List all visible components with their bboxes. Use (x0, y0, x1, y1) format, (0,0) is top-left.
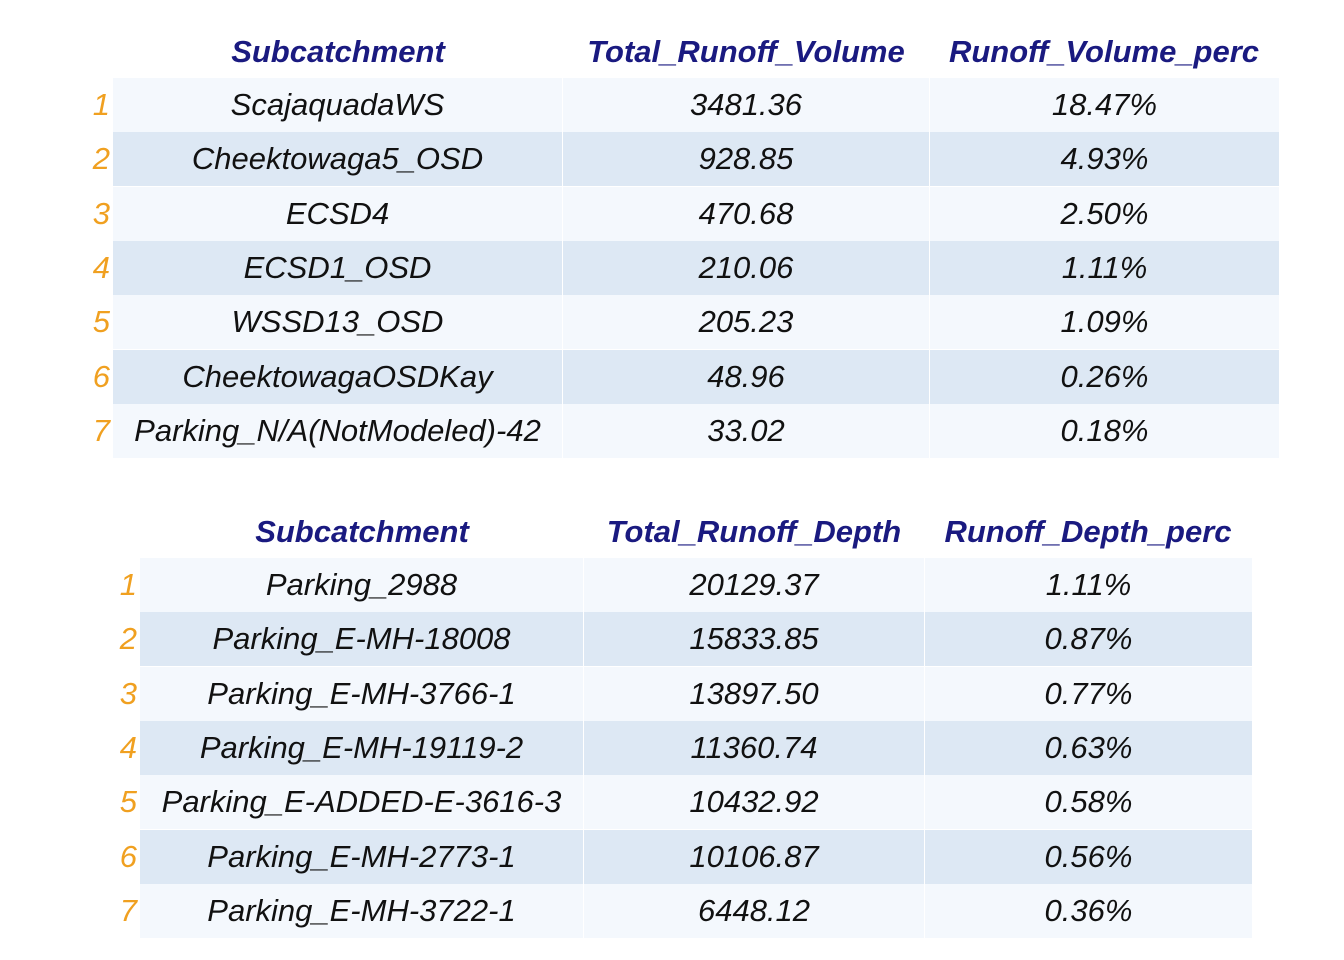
cell-perc: 4.93% (930, 132, 1279, 187)
cell-name: Parking_N/A(NotModeled)-42 (113, 403, 562, 458)
header-subcatchment: Subcatchment (255, 514, 469, 549)
cell-perc: 2.50% (930, 186, 1279, 241)
runoff-volume-table: Subcatchment Total_Runoff_Volume Runoff_… (0, 28, 1344, 458)
cell-name: ECSD4 (113, 186, 562, 241)
cell-perc: 18.47% (930, 78, 1279, 132)
cell-value: 10432.92 (584, 775, 924, 830)
row-index: 1 (92, 87, 110, 122)
row-index: 1 (119, 567, 137, 602)
cell-perc: 0.87% (925, 612, 1252, 667)
cell-value: 33.02 (563, 403, 929, 458)
cell-name: WSSD13_OSD (113, 295, 562, 350)
cell-perc: 0.36% (925, 883, 1252, 938)
row-index: 4 (92, 249, 110, 285)
header-subcatchment: Subcatchment (231, 34, 445, 69)
cell-name: Cheektowaga5_OSD (113, 132, 562, 187)
cell-name: Parking_E-ADDED-E-3616-3 (140, 775, 583, 830)
table-row: 2 Cheektowaga5_OSD 928.85 4.93% (0, 132, 1344, 187)
table-row: 5 Parking_E-ADDED-E-3616-3 10432.92 0.58% (0, 775, 1344, 830)
cell-perc: 1.11% (925, 558, 1252, 612)
cell-perc: 0.56% (925, 829, 1252, 884)
cell-perc: 0.26% (930, 349, 1279, 404)
row-index: 4 (119, 729, 137, 765)
cell-perc: 0.18% (930, 403, 1279, 458)
row-index: 6 (119, 838, 137, 874)
cell-value: 928.85 (563, 132, 929, 187)
cell-name: ECSD1_OSD (113, 240, 562, 295)
row-index: 6 (92, 358, 110, 394)
cell-perc: 0.58% (925, 775, 1252, 830)
table-row: 6 CheektowagaOSDKay 48.96 0.26% (0, 349, 1344, 404)
cell-name: ScajaquadaWS (113, 78, 562, 132)
row-index: 7 (119, 892, 137, 928)
cell-name: Parking_E-MH-19119-2 (140, 720, 583, 775)
row-index: 2 (92, 141, 110, 177)
cell-value: 10106.87 (584, 829, 924, 884)
header-total-runoff-volume: Total_Runoff_Volume (587, 34, 905, 69)
table-row: 1 Parking_2988 20129.37 1.11% (0, 558, 1344, 612)
row-index: 5 (119, 784, 137, 820)
cell-value: 205.23 (563, 295, 929, 350)
cell-name: Parking_E-MH-2773-1 (140, 829, 583, 884)
cell-value: 6448.12 (584, 883, 924, 938)
row-index: 5 (92, 304, 110, 340)
row-index: 3 (92, 195, 110, 231)
header-total-runoff-depth: Total_Runoff_Depth (606, 514, 902, 549)
table-row: 7 Parking_E-MH-3722-1 6448.12 0.36% (0, 883, 1344, 938)
cell-value: 470.68 (563, 186, 929, 241)
cell-perc: 0.77% (925, 666, 1252, 721)
cell-value: 3481.36 (563, 78, 929, 132)
cell-value: 15833.85 (584, 612, 924, 667)
header-runoff-volume-perc: Runoff_Volume_perc (948, 34, 1260, 69)
table-row: 1 ScajaquadaWS 3481.36 18.47% (0, 78, 1344, 132)
table-row: 6 Parking_E-MH-2773-1 10106.87 0.56% (0, 829, 1344, 884)
table-row: 4 Parking_E-MH-19119-2 11360.74 0.63% (0, 720, 1344, 775)
table-row: 2 Parking_E-MH-18008 15833.85 0.87% (0, 612, 1344, 667)
cell-value: 48.96 (563, 349, 929, 404)
table-row: 3 Parking_E-MH-3766-1 13897.50 0.77% (0, 666, 1344, 721)
row-index: 3 (119, 675, 137, 711)
cell-value: 11360.74 (584, 720, 924, 775)
table-row: 4 ECSD1_OSD 210.06 1.11% (0, 240, 1344, 295)
runoff-depth-table: Subcatchment Total_Runoff_Depth Runoff_D… (0, 508, 1344, 938)
row-index: 2 (119, 621, 137, 657)
cell-name: CheektowagaOSDKay (113, 349, 562, 404)
table-header: Subcatchment Total_Runoff_Depth Runoff_D… (0, 508, 1344, 556)
table-row: 3 ECSD4 470.68 2.50% (0, 186, 1344, 241)
table-header: Subcatchment Total_Runoff_Volume Runoff_… (0, 28, 1344, 76)
cell-name: Parking_2988 (140, 558, 583, 612)
header-runoff-depth-perc: Runoff_Depth_perc (944, 514, 1232, 549)
cell-name: Parking_E-MH-3766-1 (140, 666, 583, 721)
cell-name: Parking_E-MH-18008 (140, 612, 583, 667)
cell-perc: 1.09% (930, 295, 1279, 350)
cell-perc: 1.11% (930, 240, 1279, 295)
cell-value: 13897.50 (584, 666, 924, 721)
table-row: 5 WSSD13_OSD 205.23 1.09% (0, 295, 1344, 350)
table-row: 7 Parking_N/A(NotModeled)-42 33.02 0.18% (0, 403, 1344, 458)
cell-name: Parking_E-MH-3722-1 (140, 883, 583, 938)
cell-value: 210.06 (563, 240, 929, 295)
cell-value: 20129.37 (584, 558, 924, 612)
row-index: 7 (92, 412, 110, 448)
cell-perc: 0.63% (925, 720, 1252, 775)
